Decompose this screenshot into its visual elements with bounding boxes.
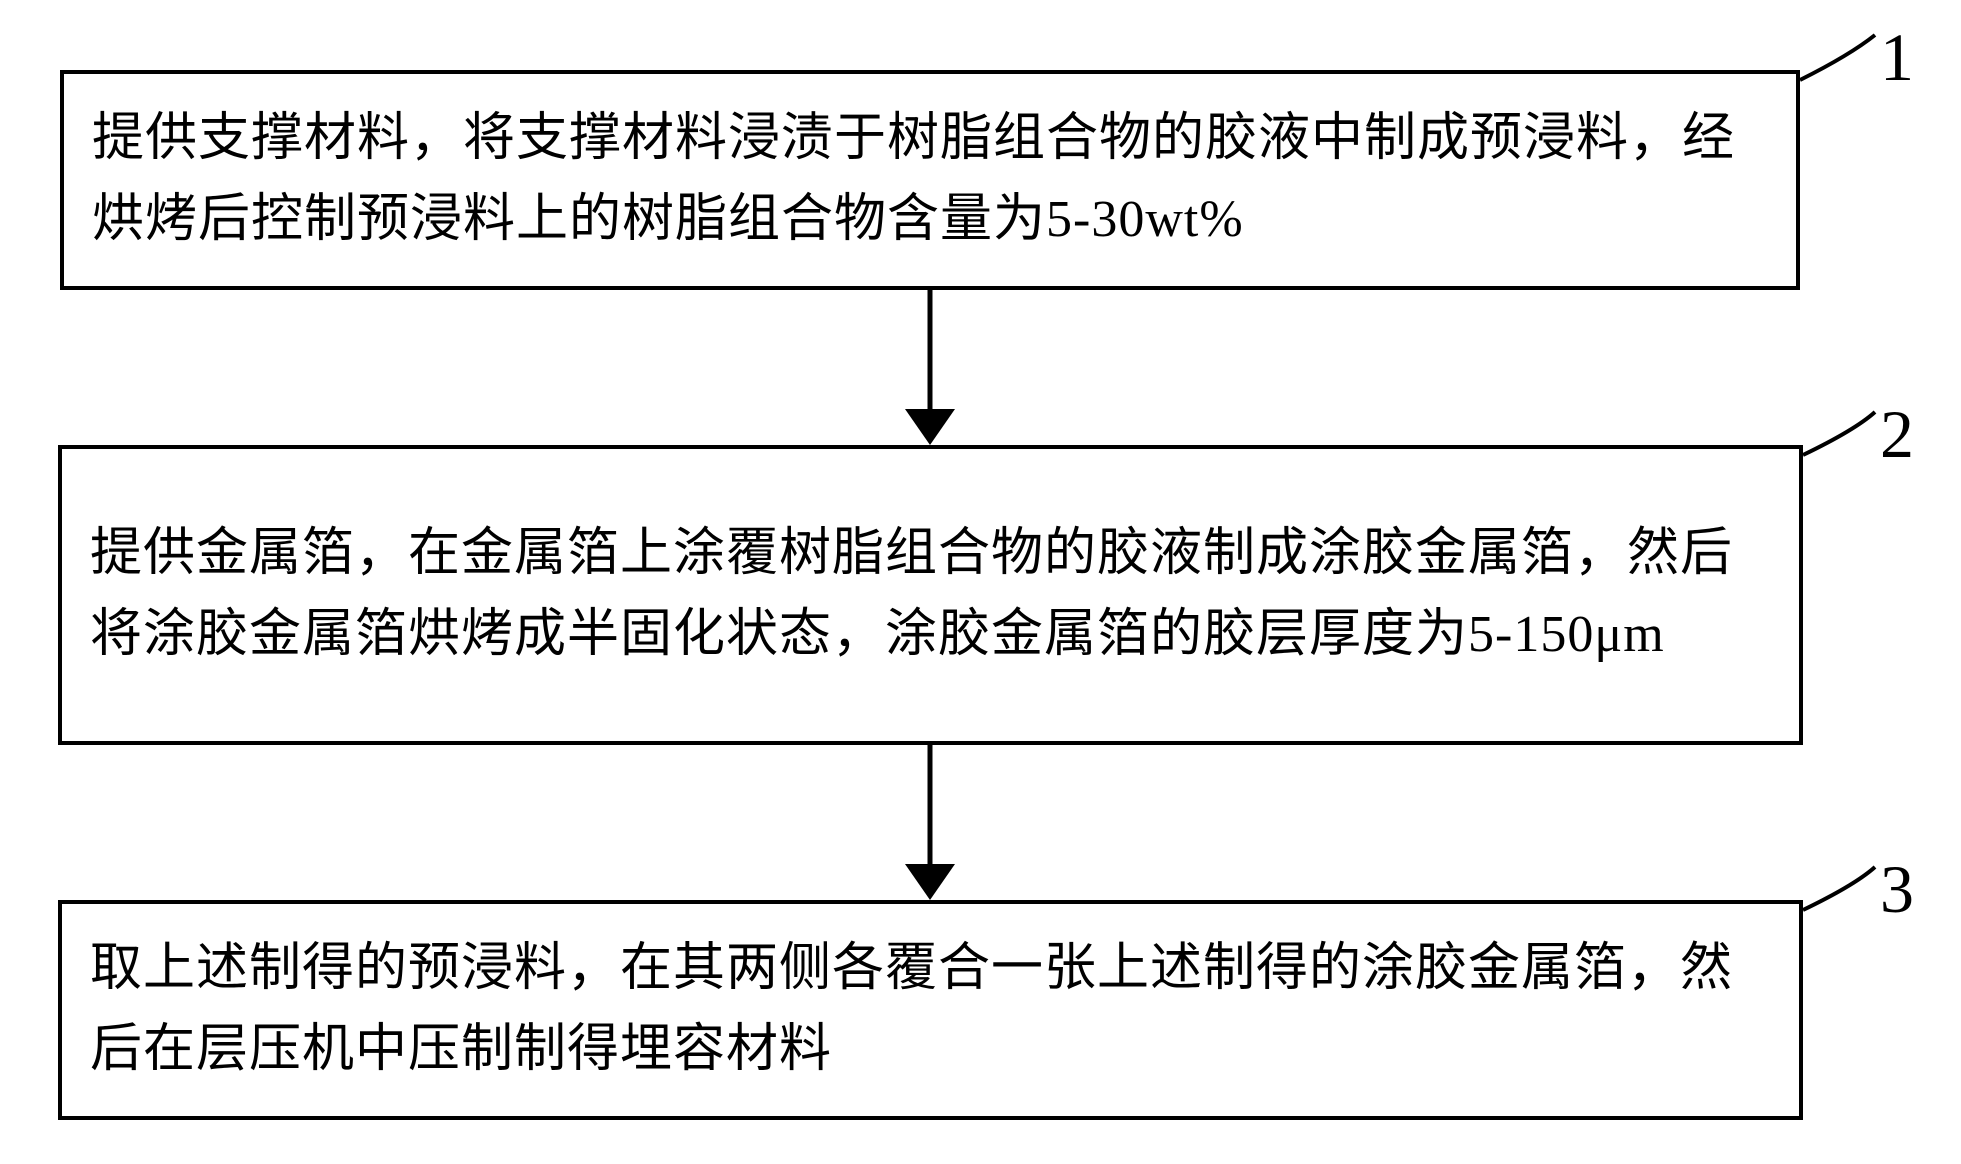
flow-step-label-1: 1: [1880, 18, 1914, 97]
flow-node-step2-text: 提供金属箔，在金属箔上涂覆树脂组合物的胶液制成涂胶金属箔，然后将涂胶金属箔烘烤成…: [90, 514, 1771, 675]
flow-node-step1: 提供支撑材料，将支撑材料浸渍于树脂组合物的胶液中制成预浸料，经烘烤后控制预浸料上…: [60, 70, 1800, 290]
flow-node-step3: 取上述制得的预浸料，在其两侧各覆合一张上述制得的涂胶金属箔，然后在层压机中压制制…: [58, 900, 1803, 1120]
flow-step-label-2: 2: [1880, 395, 1914, 474]
flow-node-step1-text: 提供支撑材料，将支撑材料浸渍于树脂组合物的胶液中制成预浸料，经烘烤后控制预浸料上…: [92, 99, 1768, 260]
flow-node-step3-text: 取上述制得的预浸料，在其两侧各覆合一张上述制得的涂胶金属箔，然后在层压机中压制制…: [90, 929, 1771, 1090]
flow-step-label-3: 3: [1880, 850, 1914, 929]
flow-node-step2: 提供金属箔，在金属箔上涂覆树脂组合物的胶液制成涂胶金属箔，然后将涂胶金属箔烘烤成…: [58, 445, 1803, 745]
flowchart-canvas: 提供支撑材料，将支撑材料浸渍于树脂组合物的胶液中制成预浸料，经烘烤后控制预浸料上…: [0, 0, 1961, 1164]
